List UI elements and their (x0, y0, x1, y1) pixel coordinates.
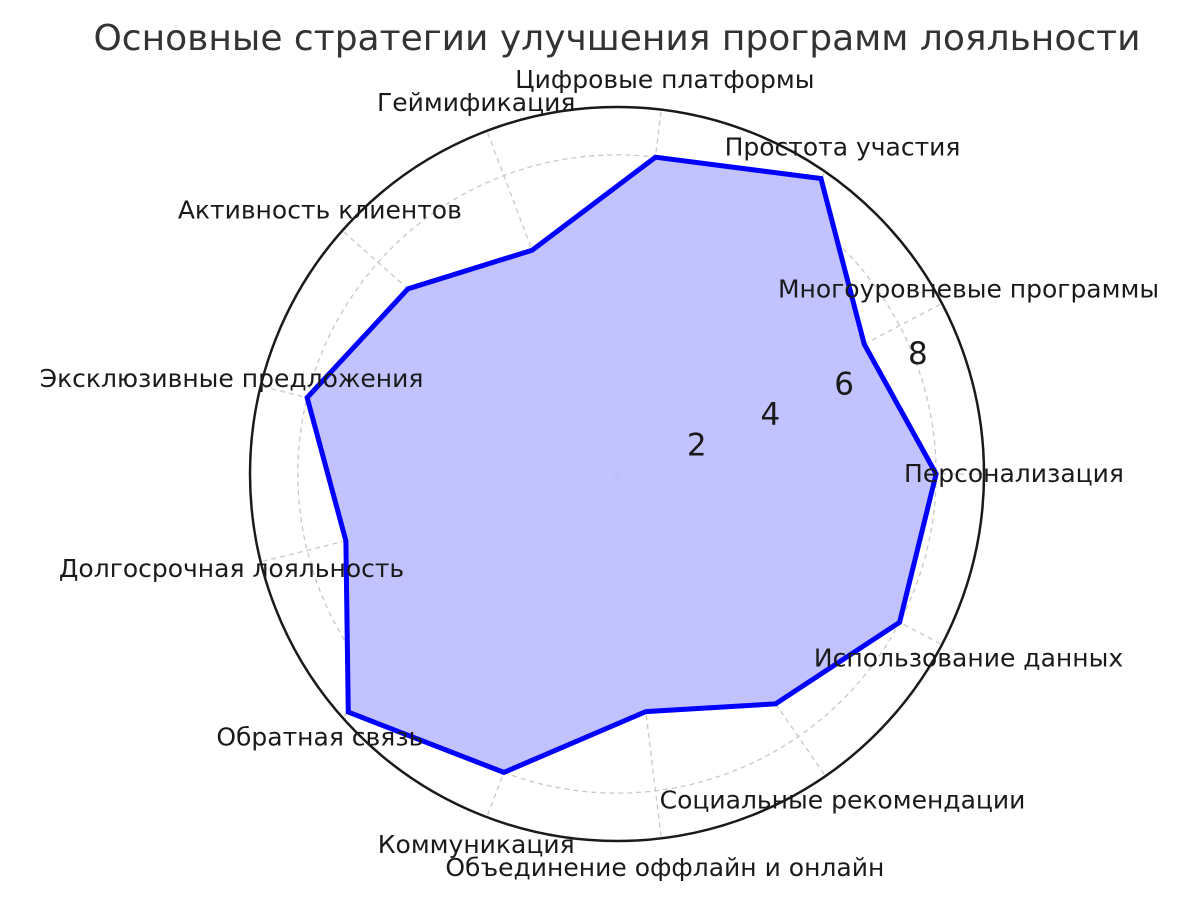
category-label: Эксклюзивные предложения (40, 364, 424, 393)
chart-title: Основные стратегии улучшения программ ло… (93, 18, 1140, 59)
radial-tick-label: 4 (761, 397, 781, 433)
radial-tick-label: 8 (908, 336, 928, 372)
category-label: Использование данных (814, 643, 1123, 672)
category-label: Коммуникация (378, 830, 575, 859)
category-label: Персонализация (904, 459, 1124, 488)
polar-frame (248, 105, 986, 843)
category-label: Цифровые платформы (515, 65, 814, 94)
category-label: Обратная связь (216, 722, 423, 751)
category-label: Социальные рекомендации (660, 786, 1026, 815)
series-line (304, 154, 939, 776)
category-label: Объединение оффлайн и онлайн (445, 853, 884, 882)
category-label: Многоуровневые программы (778, 275, 1159, 304)
category-label: Долгосрочная лояльность (59, 554, 404, 583)
category-label: Простота участия (725, 132, 961, 161)
category-label: Геймификация (377, 88, 575, 117)
radial-tick-label: 2 (687, 427, 707, 463)
category-label: Активность клиентов (178, 196, 462, 225)
radial-tick-label: 6 (834, 366, 854, 402)
series-fill (307, 157, 937, 773)
